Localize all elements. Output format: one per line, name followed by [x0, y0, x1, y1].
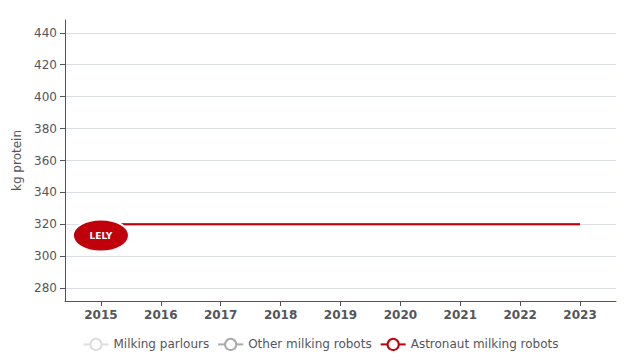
svg-text:380: 380	[34, 122, 57, 136]
svg-text:2022: 2022	[503, 308, 536, 322]
svg-text:LELY: LELY	[90, 231, 113, 241]
svg-text:320: 320	[34, 217, 57, 231]
svg-text:Astronaut milking robots: Astronaut milking robots	[411, 337, 559, 351]
svg-text:2019: 2019	[324, 308, 357, 322]
svg-text:440: 440	[34, 26, 57, 40]
svg-text:Milking parlours: Milking parlours	[113, 337, 209, 351]
svg-text:2017: 2017	[204, 308, 237, 322]
svg-text:kg protein: kg protein	[10, 130, 24, 191]
svg-text:360: 360	[34, 154, 57, 168]
svg-text:2015: 2015	[84, 308, 117, 322]
svg-text:340: 340	[34, 185, 57, 199]
svg-text:2021: 2021	[444, 308, 477, 322]
svg-text:2020: 2020	[384, 308, 417, 322]
svg-text:2016: 2016	[144, 308, 177, 322]
svg-text:420: 420	[34, 58, 57, 72]
svg-text:280: 280	[34, 281, 57, 295]
svg-text:2018: 2018	[264, 308, 297, 322]
svg-text:2023: 2023	[563, 308, 596, 322]
svg-text:300: 300	[34, 249, 57, 263]
svg-text:Other milking robots: Other milking robots	[248, 337, 372, 351]
svg-text:400: 400	[34, 90, 57, 104]
